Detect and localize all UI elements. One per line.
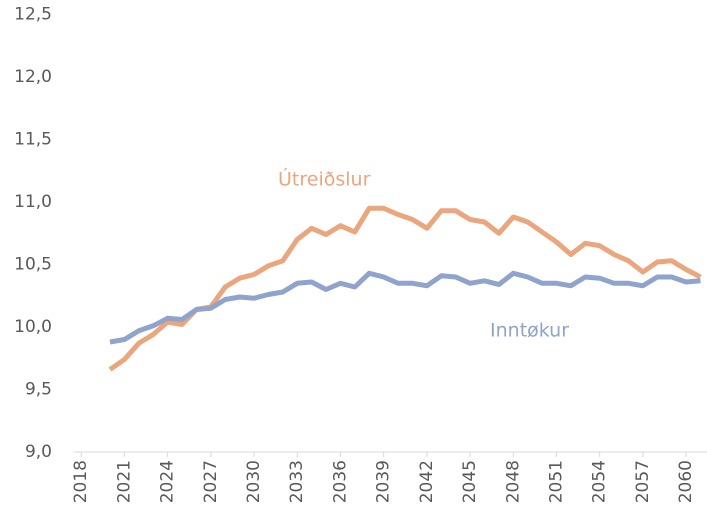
y-tick-label: 12,0 <box>14 67 52 87</box>
x-tick-label: 2021 <box>114 460 134 503</box>
x-tick-label: 2024 <box>158 460 178 503</box>
x-tick-label: 2018 <box>71 460 91 503</box>
x-tick-label: 2045 <box>460 460 480 503</box>
x-tick-label: 2042 <box>417 460 437 503</box>
series-label: Inntøkur <box>490 320 569 342</box>
series-line <box>109 270 701 345</box>
y-tick-label: 9,5 <box>25 380 52 400</box>
x-tick-label: 2060 <box>676 460 696 503</box>
y-tick-label: 11,0 <box>14 192 52 212</box>
x-tick-label: 2051 <box>546 460 566 503</box>
series-line <box>108 205 702 372</box>
x-tick-label: 2057 <box>633 460 653 503</box>
x-tick-label: 2030 <box>244 460 264 503</box>
x-tick-label: 2048 <box>503 460 523 503</box>
y-tick-label: 10,0 <box>14 317 52 337</box>
series-label: Útreiðslur <box>278 167 371 191</box>
x-tick-label: 2039 <box>374 460 394 503</box>
x-tick-label: 2033 <box>287 460 307 503</box>
x-tick-label: 2054 <box>590 460 610 503</box>
y-tick-label: 12,5 <box>14 5 52 25</box>
x-tick-label: 2027 <box>201 460 221 503</box>
y-tick-label: 11,5 <box>14 130 52 150</box>
y-tick-label: 9,0 <box>25 442 52 462</box>
y-tick-label: 10,5 <box>14 255 52 275</box>
x-tick-label: 2036 <box>330 460 350 503</box>
